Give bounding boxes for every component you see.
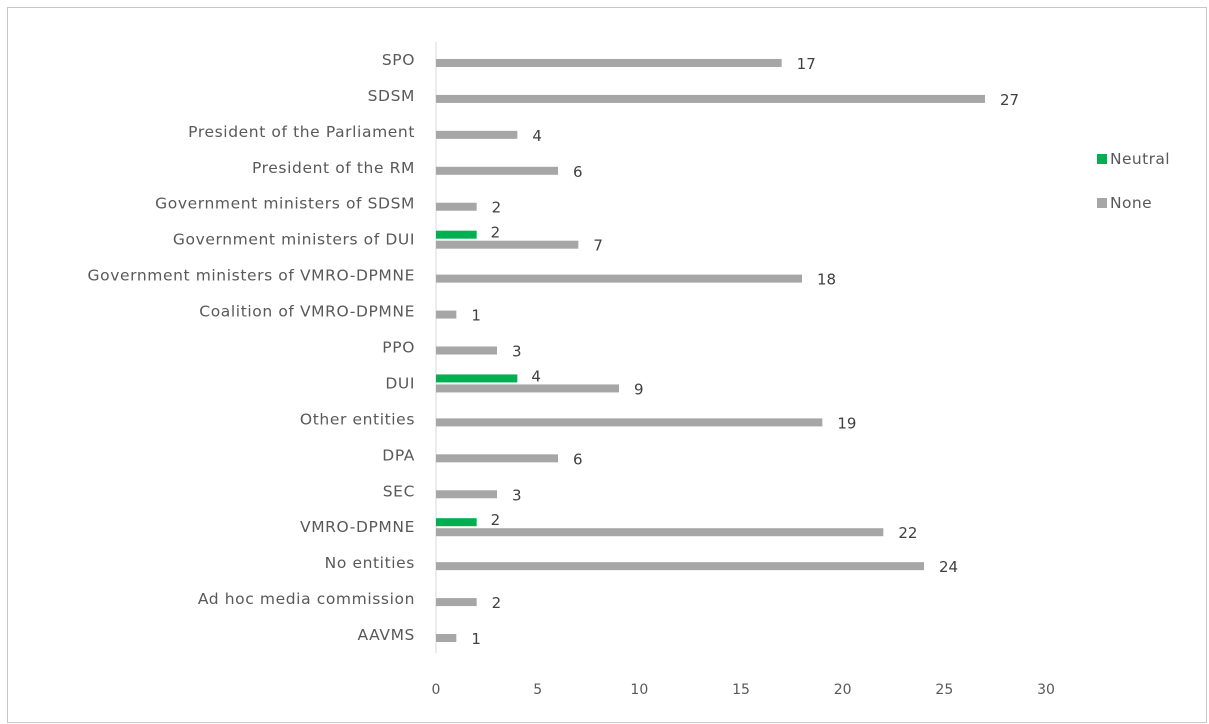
bar-none (436, 274, 802, 283)
bar-none (436, 202, 477, 211)
legend-label-neutral: Neutral (1110, 150, 1170, 168)
x-tick-label: 15 (732, 682, 750, 698)
category-label: DUI (385, 374, 415, 392)
legend-swatch-none (1097, 198, 1107, 208)
category-label: Ad hoc media commission (198, 590, 415, 608)
category-label: President of the RM (252, 159, 415, 177)
legend-swatch-neutral (1097, 154, 1107, 164)
bar-none (436, 562, 924, 571)
data-label-none: 9 (634, 380, 644, 398)
data-label-none: 6 (573, 163, 583, 181)
bar-none (436, 384, 619, 393)
bar-neutral (436, 230, 477, 239)
bar-neutral (436, 518, 477, 527)
data-label-none: 3 (512, 486, 522, 504)
category-label: No entities (325, 554, 415, 572)
bar-none (436, 490, 497, 499)
data-label-none: 7 (593, 237, 603, 255)
data-label-none: 24 (939, 558, 958, 576)
data-label-none: 17 (797, 55, 816, 73)
bar-none (436, 346, 497, 355)
data-label-neutral: 2 (491, 224, 501, 242)
data-label-neutral: 4 (531, 367, 541, 385)
category-label: DPA (382, 446, 415, 464)
data-label-none: 3 (512, 343, 522, 361)
data-label-none: 18 (817, 271, 836, 289)
x-tick-label: 25 (935, 682, 953, 698)
bar-none (436, 310, 457, 319)
chart-frame (7, 7, 1207, 723)
category-label: SEC (383, 482, 415, 500)
bar-none (436, 130, 518, 139)
category-label: VMRO-DPMNE (300, 518, 415, 536)
data-label-none: 19 (837, 414, 856, 432)
data-label-none: 27 (1000, 91, 1019, 109)
bar-none (436, 240, 579, 249)
x-tick-label: 30 (1037, 682, 1055, 698)
category-label: SDSM (368, 87, 415, 105)
category-label: Coalition of VMRO-DPMNE (199, 303, 415, 321)
category-label: Government ministers of DUI (173, 231, 415, 249)
bar-none (436, 58, 782, 67)
bar-none (436, 528, 884, 537)
bar-none (436, 94, 985, 103)
data-label-none: 2 (492, 199, 502, 217)
data-label-neutral: 2 (491, 511, 501, 529)
data-label-none: 22 (898, 524, 917, 542)
bar-neutral (436, 374, 518, 383)
bar-none (436, 454, 558, 463)
data-label-none: 1 (471, 307, 481, 325)
x-tick-label: 20 (834, 682, 852, 698)
category-label: Other entities (300, 410, 415, 428)
data-label-none: 2 (492, 594, 502, 612)
category-label: PPO (382, 339, 415, 357)
category-label: Government ministers of SDSM (155, 195, 415, 213)
category-label: President of the Parliament (188, 123, 415, 141)
bar-none (436, 418, 823, 427)
x-tick-label: 10 (630, 682, 648, 698)
bar-none (436, 634, 457, 643)
category-label: AAVMS (358, 626, 415, 644)
bar-none (436, 598, 477, 607)
data-label-none: 6 (573, 450, 583, 468)
category-label: Government ministers of VMRO-DPMNE (88, 267, 415, 285)
category-label: SPO (382, 51, 415, 69)
x-tick-label: 0 (432, 682, 441, 698)
data-label-none: 4 (532, 127, 542, 145)
x-tick-label: 5 (533, 682, 542, 698)
legend-label-none: None (1110, 194, 1152, 212)
data-label-none: 1 (471, 630, 481, 648)
bar-none (436, 166, 558, 175)
